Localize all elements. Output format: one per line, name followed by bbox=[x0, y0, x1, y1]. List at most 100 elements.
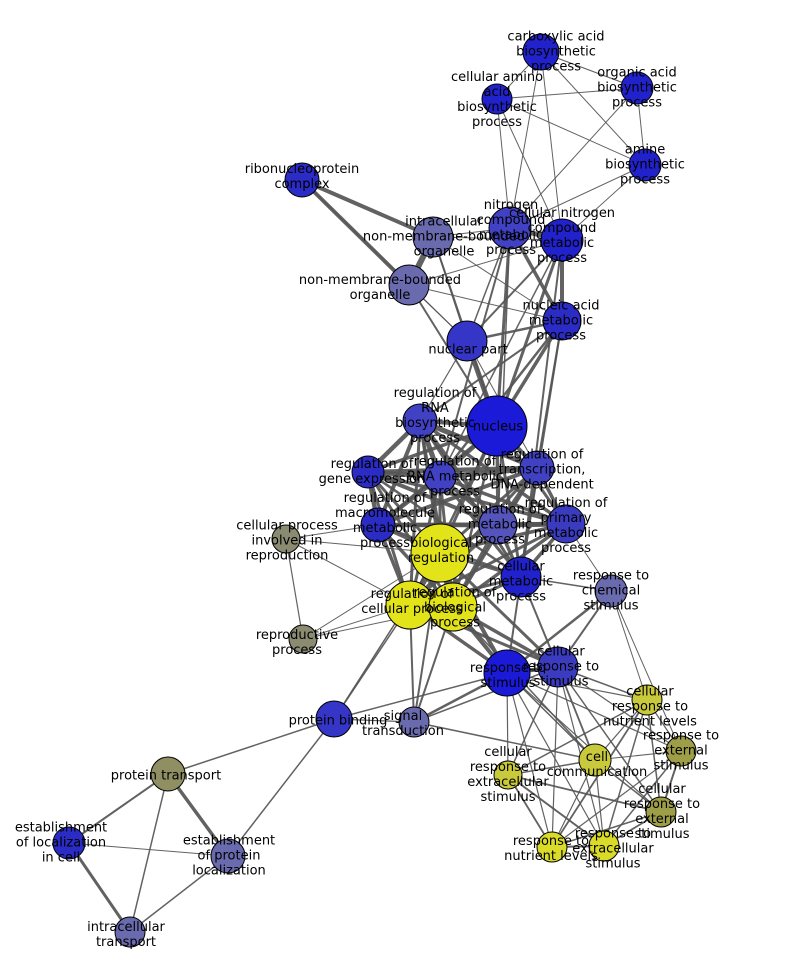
graph-node-label: nuclear part bbox=[428, 342, 508, 358]
graph-node[interactable] bbox=[402, 403, 438, 439]
graph-node[interactable] bbox=[423, 460, 457, 494]
graph-node[interactable] bbox=[522, 33, 560, 71]
graph-node[interactable] bbox=[150, 756, 186, 792]
graph-node[interactable] bbox=[546, 504, 586, 544]
graph-edge bbox=[68, 773, 169, 844]
graph-node[interactable] bbox=[428, 582, 478, 632]
graph-node[interactable] bbox=[665, 735, 697, 767]
graph-node-label: regulation of transcription, DNA-depende… bbox=[490, 447, 594, 493]
graph-edge bbox=[167, 718, 335, 775]
graph-node[interactable] bbox=[351, 455, 385, 489]
graph-node[interactable] bbox=[410, 523, 470, 583]
graph-edge bbox=[557, 666, 662, 813]
graph-node[interactable] bbox=[398, 706, 430, 738]
graph-node-label: protein binding bbox=[288, 713, 388, 729]
graph-edge bbox=[507, 774, 662, 813]
graph-edge bbox=[551, 811, 662, 848]
graph-node-label: cellular response to stimulus bbox=[522, 644, 600, 690]
graph-node[interactable] bbox=[284, 162, 320, 198]
graph-node[interactable] bbox=[478, 505, 518, 545]
graph-edge bbox=[495, 238, 564, 428]
graph-node-label: nucleic acid metabolic process bbox=[522, 298, 600, 344]
graph-node[interactable] bbox=[488, 206, 532, 250]
graph-node-label: response to chemical stimulus bbox=[572, 568, 650, 614]
graph-node[interactable] bbox=[645, 796, 677, 828]
graph-edge bbox=[466, 239, 563, 342]
graph-node-label: organic acid biosynthetic process bbox=[597, 65, 677, 111]
graph-node-label: cellular response to nutrient levels bbox=[603, 684, 697, 730]
graph-node-label: signal transduction bbox=[362, 709, 444, 739]
graph-node[interactable] bbox=[542, 301, 582, 341]
graph-edge bbox=[366, 470, 500, 527]
graph-node[interactable] bbox=[412, 216, 454, 258]
graph-edge bbox=[495, 226, 512, 428]
graph-node[interactable] bbox=[466, 395, 528, 457]
graph-node[interactable] bbox=[210, 838, 246, 874]
graph-edge bbox=[540, 51, 563, 241]
graph-node-label: nucleus bbox=[472, 419, 524, 435]
graph-node-label: regulation of macromolecule metabolic pr… bbox=[334, 491, 436, 551]
graph-edge bbox=[438, 475, 568, 526]
graph-edge bbox=[333, 672, 508, 720]
graph-node-label: regulation of biological process bbox=[413, 585, 497, 631]
graph-edge bbox=[285, 538, 304, 640]
graph-edge bbox=[509, 164, 646, 229]
graph-node-label: regulation of cellular process bbox=[361, 587, 463, 617]
graph-edge bbox=[496, 98, 646, 166]
graph-node[interactable] bbox=[540, 218, 584, 262]
graph-edge bbox=[413, 721, 596, 761]
graph-node[interactable] bbox=[536, 831, 568, 863]
graph-edge bbox=[610, 590, 648, 701]
graph-edge bbox=[413, 666, 559, 723]
graph-edge bbox=[496, 87, 638, 100]
graph-node[interactable] bbox=[483, 649, 531, 697]
graph-node-label: establishment of protein localization bbox=[182, 833, 276, 879]
graph-node[interactable] bbox=[628, 148, 662, 182]
graph-node-label: regulation of gene expression bbox=[318, 457, 426, 487]
graph-node-label: cellular amino acid biosynthetic process bbox=[450, 70, 544, 130]
graph-edge bbox=[540, 51, 646, 166]
graph-node[interactable] bbox=[519, 450, 555, 486]
graph-node[interactable] bbox=[588, 830, 620, 862]
graph-node-label: cellular response to extracellular stimu… bbox=[467, 745, 549, 805]
graph-node-label: protein transport bbox=[110, 768, 222, 784]
graph-node[interactable] bbox=[114, 916, 146, 948]
graph-edge bbox=[506, 672, 553, 848]
graph-edge bbox=[551, 666, 559, 848]
graph-edge bbox=[496, 98, 511, 229]
graph-node[interactable] bbox=[288, 624, 318, 654]
graph-node[interactable] bbox=[631, 684, 663, 716]
graph-node-label: regulation of primary metabolic process bbox=[524, 496, 608, 556]
graph-node-label: intracellular transport bbox=[87, 920, 165, 950]
graph-node[interactable] bbox=[388, 264, 430, 306]
graph-edge bbox=[129, 855, 229, 933]
graph-node[interactable] bbox=[500, 556, 542, 598]
graph-edge bbox=[68, 842, 229, 857]
graph-edge bbox=[646, 699, 662, 813]
graph-node-label: cellular nitrogen compound metabolic pro… bbox=[508, 206, 616, 266]
graph-node-label: reproductive process bbox=[255, 628, 339, 658]
graph-edge bbox=[366, 470, 568, 526]
graph-node[interactable] bbox=[446, 320, 488, 362]
graph-node[interactable] bbox=[537, 646, 579, 688]
graph-node[interactable] bbox=[315, 700, 353, 738]
graph-node[interactable] bbox=[360, 507, 396, 543]
graph-node[interactable] bbox=[52, 826, 86, 860]
graph-node[interactable] bbox=[620, 71, 654, 105]
graph-edge bbox=[129, 773, 169, 933]
graph-node[interactable] bbox=[271, 524, 301, 554]
graph-edge bbox=[496, 98, 563, 241]
graph-edge bbox=[603, 699, 648, 847]
graph-node[interactable] bbox=[578, 743, 612, 777]
graph-node-label: response to external stimulus bbox=[642, 728, 720, 774]
graph-edge bbox=[603, 750, 682, 847]
graph-node-label: carboxylic acid biosynthetic process bbox=[507, 29, 605, 75]
graph-edge bbox=[551, 750, 682, 848]
graph-node[interactable] bbox=[594, 574, 628, 608]
graph-node-label: establishment of localization in cell bbox=[14, 820, 108, 866]
graph-node[interactable] bbox=[493, 760, 523, 790]
graph-node-label: regulation of RNA biosynthetic process bbox=[393, 386, 477, 446]
graph-node[interactable] bbox=[481, 83, 513, 115]
graph-node-label: cellular metabolic process bbox=[488, 559, 554, 605]
